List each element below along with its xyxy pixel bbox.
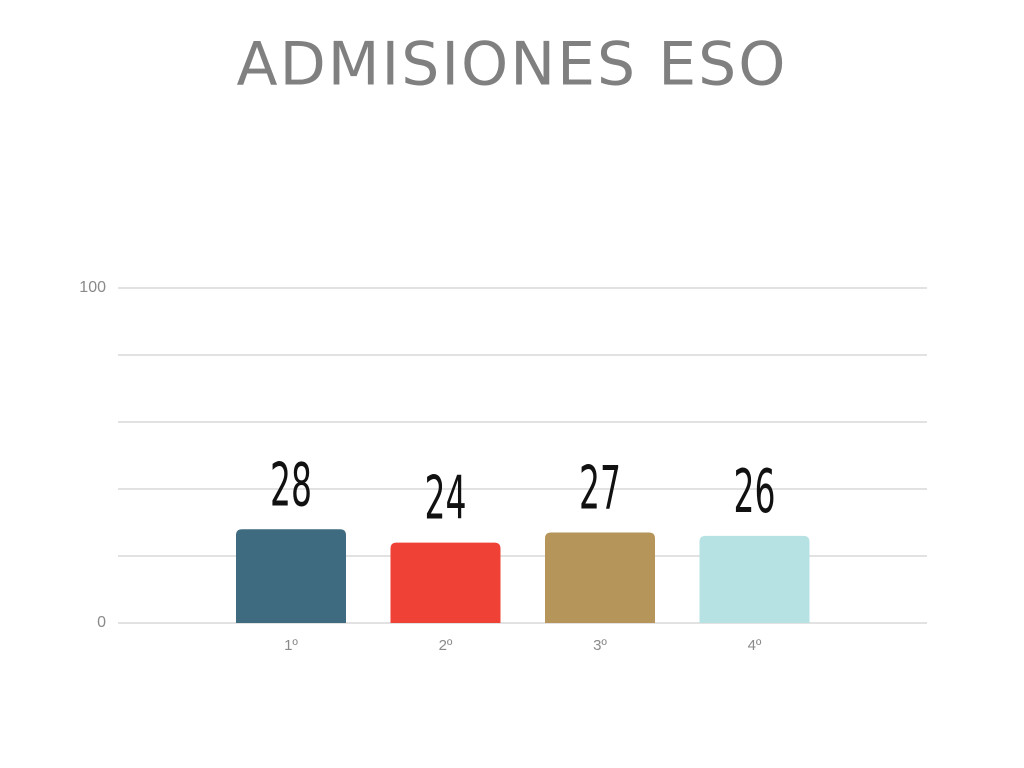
chart-title: ADMISIONES ESO [237,30,788,100]
y-tick-label: 0 [97,614,106,631]
x-tick-label: 3º [593,637,607,654]
y-tick-label: 100 [79,279,106,296]
value-label: 27 [579,454,621,523]
x-tick-label: 4º [748,637,762,654]
x-tick-label: 1º [284,637,298,654]
value-label: 28 [270,451,312,520]
value-label: 24 [425,464,467,533]
bar [390,542,501,623]
bar [699,535,810,623]
bar [545,532,655,623]
value-label: 26 [734,457,776,526]
bar [236,529,346,623]
x-tick-label: 2º [439,637,453,654]
